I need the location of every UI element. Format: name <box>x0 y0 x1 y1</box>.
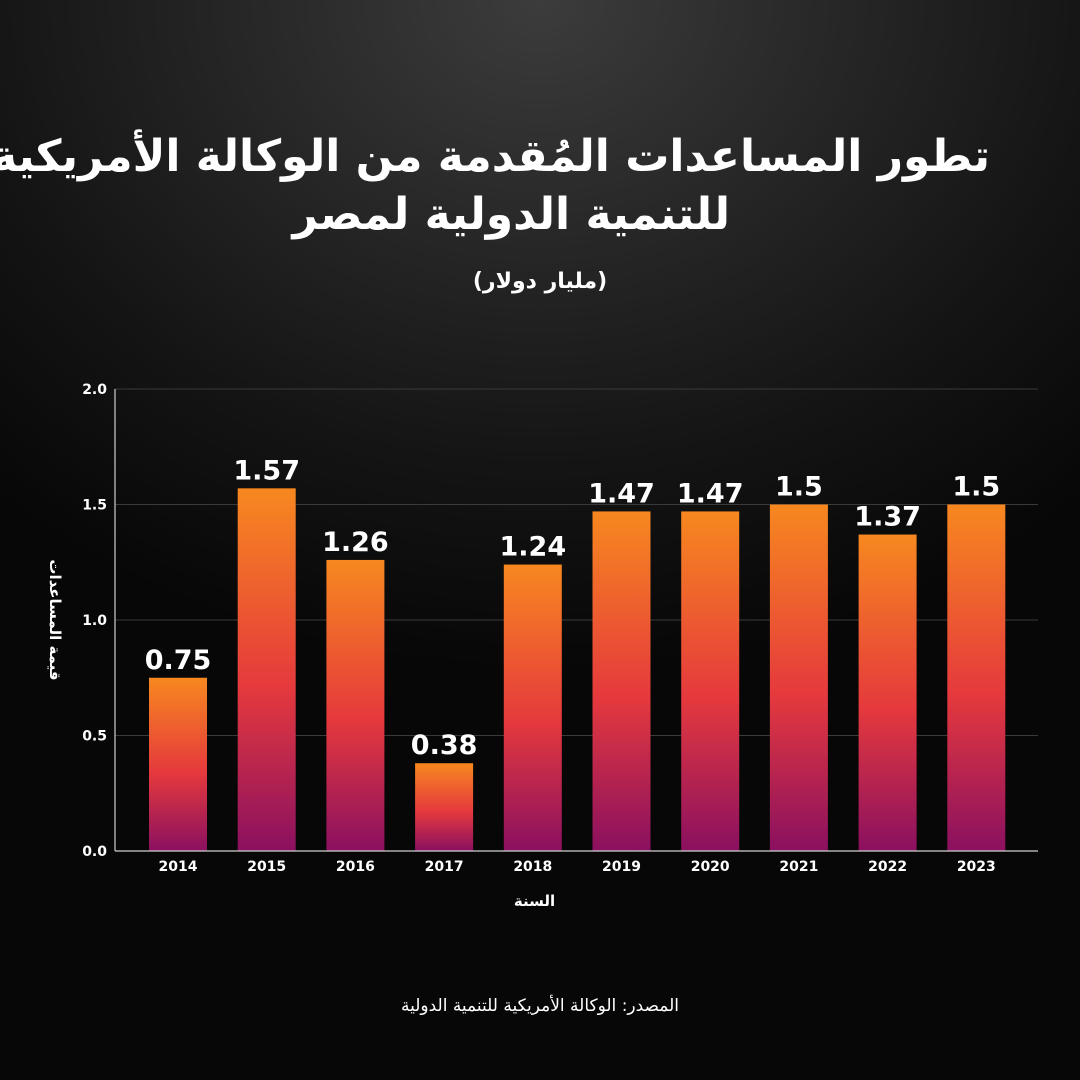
y-tick-label: 1.5 <box>82 498 107 514</box>
data-label-2019: 1.47 <box>588 478 655 509</box>
data-label-2015: 1.57 <box>233 455 300 486</box>
bar-2017 <box>415 763 474 851</box>
x-tick-label-2016: 2016 <box>336 859 375 875</box>
y-tick-label: 1.0 <box>82 613 107 629</box>
x-tick-label-2018: 2018 <box>513 859 552 875</box>
x-tick-label-2023: 2023 <box>957 859 996 875</box>
x-axis-title: السنة <box>514 892 555 910</box>
x-tick-label-2015: 2015 <box>247 859 286 875</box>
data-label-2021: 1.5 <box>775 472 823 503</box>
bars <box>149 488 1006 851</box>
axes: 0.0 0.5 1.0 1.5 2.0 2014 2015 2016 2017 2018 2019 2… <box>82 382 1038 875</box>
x-tick-label-2019: 2019 <box>602 859 641 875</box>
x-tick-label-2022: 2022 <box>868 859 907 875</box>
chart-subtitle-unit: (مليار دولار) <box>472 269 608 294</box>
bar-2022 <box>858 534 917 851</box>
y-tick-label: 2.0 <box>82 382 107 398</box>
x-tick-label-2014: 2014 <box>159 859 198 875</box>
bar-2016 <box>326 559 385 851</box>
y-tick-label: 0.5 <box>82 729 107 745</box>
bar-2018 <box>503 564 562 851</box>
data-label-2022: 1.37 <box>854 502 921 533</box>
x-tick-label-2017: 2017 <box>425 859 464 875</box>
bar-2021 <box>769 504 828 851</box>
source-note: المصدر: الوكالة الأمريكية للتنمية الدولي… <box>400 996 680 1016</box>
chart-title-line-2: للتنمية الدولية لمصر <box>292 189 730 240</box>
bar-2015 <box>237 488 296 851</box>
data-label-2016: 1.26 <box>322 527 389 558</box>
data-label-2018: 1.24 <box>499 532 566 563</box>
data-label-2020: 1.47 <box>677 478 744 509</box>
data-label-2014: 0.75 <box>145 645 212 676</box>
chart-title-line-1: تطور المساعدات المُقدمة من الوكالة الأمر… <box>0 131 990 182</box>
data-labels: 0.75 1.57 1.26 0.38 1.24 1.47 1.47 1.5 1.37 1.5 <box>145 455 1001 761</box>
x-tick-label-2020: 2020 <box>691 859 730 875</box>
y-axis-title: قيمة المساعدات <box>46 559 64 680</box>
y-tick-label: 0.0 <box>82 844 107 860</box>
bar-2020 <box>681 511 740 851</box>
bar-2014 <box>149 677 207 851</box>
bar-2023 <box>947 504 1006 851</box>
data-label-2023: 1.5 <box>952 472 1000 503</box>
bar-2019 <box>592 511 651 851</box>
x-tick-label-2021: 2021 <box>779 859 818 875</box>
data-label-2017: 0.38 <box>411 730 478 761</box>
